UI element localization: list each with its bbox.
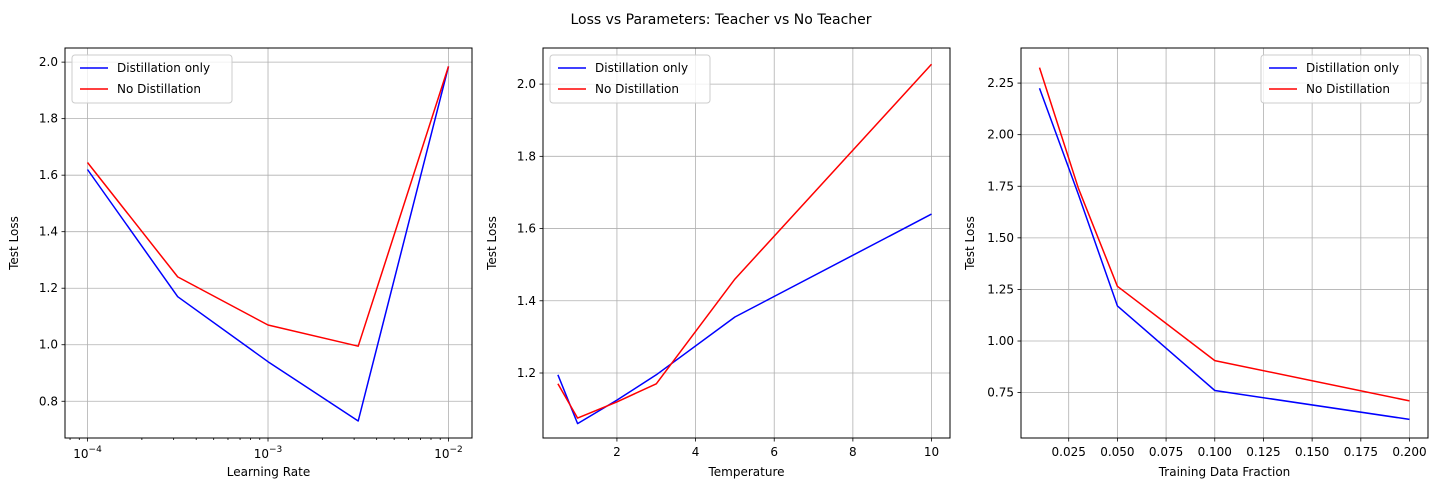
subplot-3: 0.025 0.050 0.075 0.100 0.125 0.150 0.175 0.200… bbox=[963, 47, 1429, 479]
x-tick-label: 0.075 bbox=[1149, 445, 1183, 459]
series-line-1 bbox=[1038, 87, 1410, 421]
figure-title: Loss vs Parameters: Teacher vs No Teache… bbox=[570, 12, 871, 28]
y-tick-label: 2.0 bbox=[39, 55, 58, 69]
legend-box bbox=[71, 54, 233, 104]
x-tick-label: 10 bbox=[924, 445, 939, 459]
y-axis-label: Test Loss bbox=[963, 216, 977, 271]
x-tick-label: 10−4 bbox=[73, 445, 102, 461]
x-axis-label: Learning Rate bbox=[227, 465, 310, 479]
y-tick-label: 1.6 bbox=[39, 168, 58, 182]
y-tick-label: 1.2 bbox=[39, 281, 58, 295]
x-tick-label: 0.200 bbox=[1392, 445, 1426, 459]
legend-box bbox=[1260, 54, 1422, 104]
x-tick-label: 10−3 bbox=[254, 445, 283, 461]
subplot-2: 2 4 6 8 10 1.2 1.4 1.6 1.8 2.0 Temperature Test Los… bbox=[485, 47, 951, 479]
axes-frame bbox=[542, 47, 951, 439]
x-tick-label: 0.150 bbox=[1295, 445, 1329, 459]
y-tick-label: 1.0 bbox=[39, 338, 58, 352]
y-tick-label: 1.25 bbox=[987, 282, 1014, 296]
x-tick-label: 0.050 bbox=[1100, 445, 1134, 459]
x-axis-label: Temperature bbox=[707, 465, 784, 479]
y-tick-label: 1.8 bbox=[39, 112, 58, 126]
axes-frame bbox=[1020, 47, 1429, 439]
series-line-2 bbox=[557, 63, 933, 419]
legend: Distillation only No Distillation bbox=[1260, 54, 1422, 104]
y-tick-label: 2.0 bbox=[517, 77, 536, 91]
y-tick-label: 1.4 bbox=[39, 225, 58, 239]
y-tick-label: 1.8 bbox=[517, 149, 536, 163]
y-tick-label: 0.8 bbox=[39, 394, 58, 408]
y-tick-label: 2.00 bbox=[987, 128, 1014, 142]
charts-group: 10−4 10−3 10−2 0.8 1.0 1.2 1.4 1.6 1.8 2.0 Learnin… bbox=[7, 47, 1429, 479]
series-line-1 bbox=[86, 66, 450, 422]
legend-entry: Distillation only bbox=[117, 61, 210, 75]
y-tick-label: 2.25 bbox=[987, 76, 1014, 90]
legend-entry: No Distillation bbox=[117, 82, 201, 96]
series-line-2 bbox=[1038, 67, 1410, 402]
x-tick-label: 0.025 bbox=[1052, 445, 1086, 459]
x-tick-label: 0.125 bbox=[1246, 445, 1280, 459]
legend: Distillation only No Distillation bbox=[549, 54, 711, 104]
x-tick-label: 0.100 bbox=[1198, 445, 1232, 459]
y-tick-label: 1.75 bbox=[987, 179, 1014, 193]
series-line-2 bbox=[86, 66, 450, 347]
legend-entry: Distillation only bbox=[595, 61, 688, 75]
legend-entry: No Distillation bbox=[595, 82, 679, 96]
subplot-1: 10−4 10−3 10−2 0.8 1.0 1.2 1.4 1.6 1.8 2.0 Learnin… bbox=[7, 47, 473, 479]
x-axis-label: Training Data Fraction bbox=[1158, 465, 1291, 479]
legend-box bbox=[549, 54, 711, 104]
x-tick-label: 6 bbox=[770, 445, 778, 459]
y-tick-label: 1.50 bbox=[987, 231, 1014, 245]
x-tick-label: 10−2 bbox=[434, 445, 463, 461]
y-tick-label: 0.75 bbox=[987, 386, 1014, 400]
axes-frame bbox=[64, 47, 473, 439]
y-tick-label: 1.4 bbox=[517, 294, 536, 308]
y-tick-label: 1.2 bbox=[517, 366, 536, 380]
y-tick-label: 1.6 bbox=[517, 222, 536, 236]
x-tick-label: 2 bbox=[613, 445, 621, 459]
x-tick-label: 4 bbox=[692, 445, 700, 459]
legend: Distillation only No Distillation bbox=[71, 54, 233, 104]
series-line-1 bbox=[557, 213, 932, 425]
y-axis-label: Test Loss bbox=[485, 216, 499, 271]
x-tick-label: 8 bbox=[849, 445, 857, 459]
legend-entry: No Distillation bbox=[1306, 82, 1390, 96]
x-tick-label: 0.175 bbox=[1344, 445, 1378, 459]
y-tick-label: 1.00 bbox=[987, 334, 1014, 348]
legend-entry: Distillation only bbox=[1306, 61, 1399, 75]
y-axis-label: Test Loss bbox=[7, 216, 21, 271]
